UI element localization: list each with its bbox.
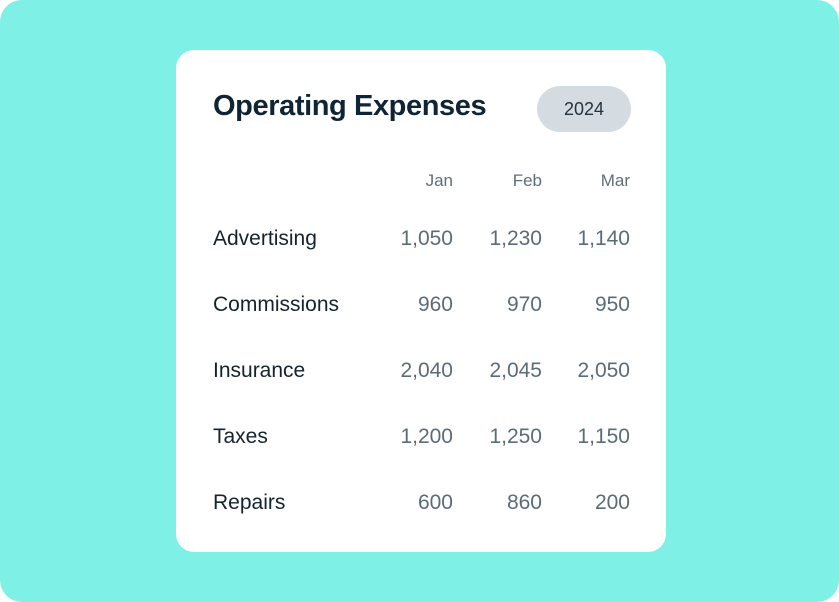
cell-advertising-mar: 1,140: [577, 227, 630, 250]
cell-taxes-mar: 1,150: [577, 425, 630, 448]
cell-taxes-feb: 1,250: [489, 425, 542, 448]
column-header-feb: Feb: [512, 171, 542, 190]
row-label-repairs: Repairs: [213, 491, 286, 514]
cell-advertising-jan: 1,050: [400, 227, 453, 250]
row-label-commissions: Commissions: [213, 293, 340, 316]
cell-advertising-feb: 1,230: [489, 227, 542, 250]
column-header-mar: Mar: [600, 171, 630, 190]
cell-insurance-mar: 2,050: [577, 359, 630, 382]
cell-taxes-jan: 1,200: [400, 425, 453, 448]
cell-insurance-jan: 2,040: [400, 359, 453, 382]
cell-insurance-feb: 2,045: [489, 359, 542, 382]
cell-commissions-jan: 960: [417, 293, 453, 316]
cell-repairs-mar: 200: [594, 491, 630, 514]
row-label-insurance: Insurance: [213, 359, 306, 382]
cell-commissions-mar: 950: [594, 293, 630, 316]
cell-commissions-feb: 970: [506, 293, 542, 316]
cell-repairs-jan: 600: [417, 491, 453, 514]
expenses-card: Operating Expenses 2024 Jan Feb Mar Adve…: [176, 50, 666, 552]
cell-repairs-feb: 860: [506, 491, 542, 514]
row-label-advertising: Advertising: [213, 227, 317, 250]
row-label-taxes: Taxes: [213, 425, 268, 448]
column-header-jan: Jan: [425, 171, 453, 190]
year-selector-button[interactable]: 2024: [537, 86, 631, 132]
card-title: Operating Expenses: [213, 90, 487, 122]
